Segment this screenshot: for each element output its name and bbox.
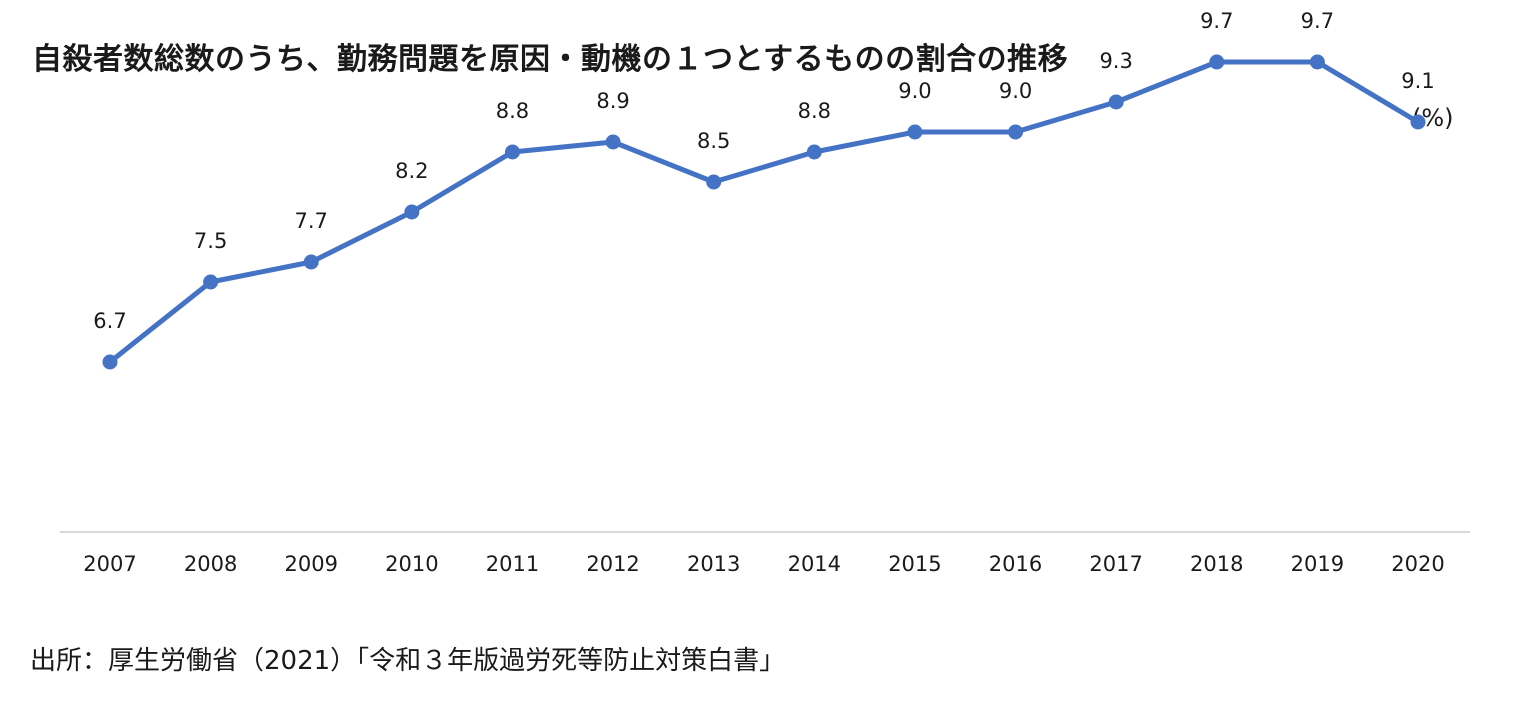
data-label-2007: 6.7 [93,309,126,333]
data-point-2017 [1108,94,1124,110]
data-label-2015: 9.0 [898,79,931,103]
x-tick-label-2008: 2008 [184,552,237,576]
chart-title: 自殺者数総数のうち、勤務問題を原因・動機の１つとするものの割合の推移 [32,42,1069,77]
data-label-2014: 8.8 [798,99,831,123]
data-point-2008 [203,274,219,290]
x-tick-label-2013: 2013 [687,552,740,576]
x-tick-label-2009: 2009 [285,552,338,576]
data-point-2015 [907,124,923,140]
x-tick-label-2012: 2012 [586,552,639,576]
data-labels-group: 6.7 7.5 7.7 8.2 8.8 8.9 8.5 8.8 9.0 9.0 9.3 9.7 9.7 9… [93,9,1434,333]
data-label-2019: 9.7 [1301,9,1334,33]
data-point-2019 [1309,54,1325,70]
data-label-2008: 7.5 [194,229,227,253]
data-point-2013 [706,174,722,190]
data-label-2013: 8.5 [697,129,730,153]
data-label-2016: 9.0 [999,79,1032,103]
x-tick-label-2011: 2011 [486,552,539,576]
x-tick-label-2010: 2010 [385,552,438,576]
data-point-2010 [404,204,420,220]
x-tick-label-2007: 2007 [83,552,136,576]
data-label-2020: 9.1 [1401,69,1434,93]
data-label-2011: 8.8 [496,99,529,123]
series-line [107,59,1421,365]
data-point-2007 [102,354,118,370]
data-point-2018 [1209,54,1225,70]
data-label-2018: 9.7 [1200,9,1233,33]
x-tick-label-2020: 2020 [1391,552,1444,576]
x-tick-labels-group: 2007 2008 2009 2010 2011 2012 2013 2014 2015 2016… [83,552,1444,576]
data-point-2020 [1410,114,1426,130]
data-point-2016 [1008,124,1024,140]
x-tick-label-2016: 2016 [989,552,1042,576]
x-tick-label-2018: 2018 [1190,552,1243,576]
data-point-2009 [303,254,319,270]
data-label-2017: 9.3 [1099,49,1132,73]
data-point-2011 [504,144,520,160]
data-label-2010: 8.2 [395,159,428,183]
data-point-2014 [806,144,822,160]
source-note: 出所：厚生労働省（2021）「令和３年版過労死等防止対策白書」 [30,646,786,676]
x-tick-label-2017: 2017 [1089,552,1142,576]
x-tick-label-2014: 2014 [788,552,841,576]
x-tick-label-2015: 2015 [888,552,941,576]
data-label-2009: 7.7 [295,209,328,233]
x-tick-label-2019: 2019 [1291,552,1344,576]
data-point-2012 [605,134,621,150]
markers-group [102,54,1426,370]
data-label-2012: 8.9 [596,89,629,113]
